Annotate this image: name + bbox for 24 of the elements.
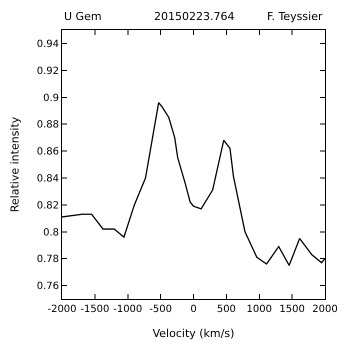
text: U Gem [64,10,102,23]
x-tick-label: -500 [149,304,172,315]
y-tick-label: 0.92 [36,66,59,77]
x-tick-label: 2000 [312,304,338,315]
y-tick-label: 0.94 [36,38,59,50]
y-tick-label: 0.9 [43,92,59,104]
y-tick-label: 0.88 [36,120,59,131]
x-tick-label: -2000 [47,304,77,315]
y-tick-label: 0.76 [36,281,59,292]
y-tick-label: 0.82 [36,200,59,212]
x-tick-label: 1000 [246,304,272,315]
y-tick-label: 0.78 [36,254,59,266]
x-tick-label: -1000 [113,304,142,315]
text: F. Teyssier [267,10,323,23]
x-tick-label: 1500 [279,304,305,315]
y-axis-title: Relative intensity [8,116,22,212]
y-tick-label: 0.8 [43,227,59,238]
x-tick-label: 0 [190,304,197,315]
y-tick-label: 0.86 [36,146,59,158]
x-tick-label: -1500 [80,304,110,315]
y-tick-label: 0.84 [36,173,59,184]
x-axis-title: Velocity (km/s) [152,327,234,340]
x-tick-label: 500 [216,304,236,315]
text: 20150223.764 [154,10,234,23]
